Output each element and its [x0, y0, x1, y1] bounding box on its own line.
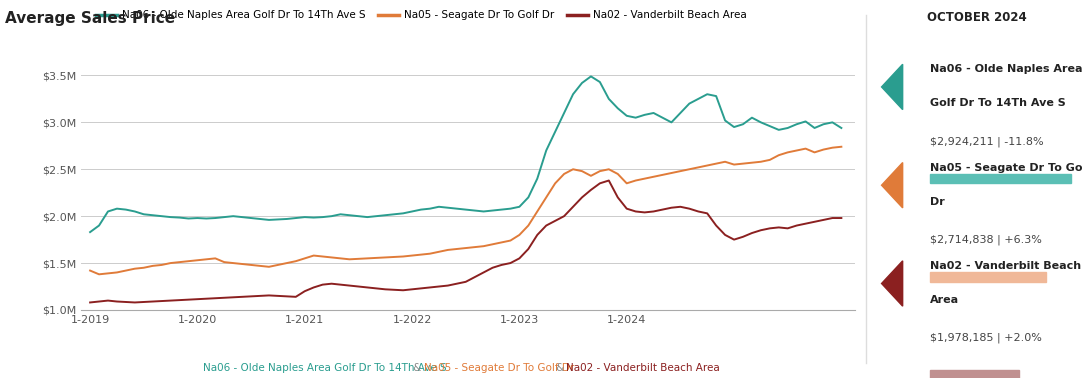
Text: Area: Area — [931, 295, 960, 305]
Bar — [931, 272, 1046, 282]
Text: Na05 - Seagate Dr To Golf: Na05 - Seagate Dr To Golf — [931, 163, 1082, 172]
Text: &: & — [410, 364, 424, 373]
Polygon shape — [882, 163, 902, 208]
Legend: Na06 - Olde Naples Area Golf Dr To 14Th Ave S, Na05 - Seagate Dr To Golf Dr, Na0: Na06 - Olde Naples Area Golf Dr To 14Th … — [92, 6, 751, 25]
Text: $2,714,838 | +6.3%: $2,714,838 | +6.3% — [931, 234, 1042, 245]
Text: Na02 - Vanderbilt Beach Area: Na02 - Vanderbilt Beach Area — [566, 364, 721, 373]
Polygon shape — [882, 261, 902, 306]
Text: Na02 - Vanderbilt Beach: Na02 - Vanderbilt Beach — [931, 261, 1081, 271]
Text: Na06 - Olde Naples Area Golf Dr To 14Th Ave S: Na06 - Olde Naples Area Golf Dr To 14Th … — [203, 364, 447, 373]
Text: $1,978,185 | +2.0%: $1,978,185 | +2.0% — [931, 333, 1042, 343]
Bar — [931, 174, 1071, 183]
Bar — [931, 370, 1019, 378]
Text: Na05 - Seagate Dr To Golf Dr: Na05 - Seagate Dr To Golf Dr — [424, 364, 573, 373]
Text: $2,924,211 | -11.8%: $2,924,211 | -11.8% — [931, 136, 1044, 147]
Polygon shape — [882, 64, 902, 110]
Text: OCTOBER 2024: OCTOBER 2024 — [926, 11, 1027, 24]
Text: Average Sales Price: Average Sales Price — [5, 11, 175, 26]
Text: Golf Dr To 14Th Ave S: Golf Dr To 14Th Ave S — [931, 98, 1066, 108]
Text: Dr: Dr — [931, 197, 945, 206]
Text: &: & — [553, 364, 567, 373]
Text: Na06 - Olde Naples Area: Na06 - Olde Naples Area — [931, 64, 1082, 74]
